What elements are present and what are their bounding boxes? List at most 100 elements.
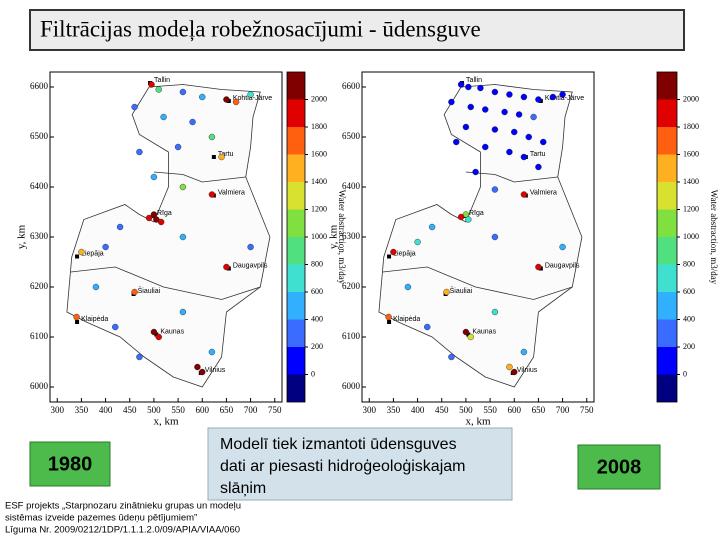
city-label: Vilnius xyxy=(517,367,538,374)
y-tick-label: 6600 xyxy=(342,81,361,91)
colorbar-tick-label: 200 xyxy=(683,342,695,351)
y-tick-label: 6400 xyxy=(342,181,361,191)
city-label: Rīga xyxy=(157,210,172,217)
city-label: Kohtla-Järve xyxy=(545,95,584,102)
colorbar-label: Water abstraction, m3/day xyxy=(337,190,347,285)
city-label: Šiauliai xyxy=(450,286,473,295)
well-point xyxy=(559,243,566,251)
x-tick-label: 400 xyxy=(411,405,425,415)
colorbar-band xyxy=(657,374,677,402)
country-border xyxy=(70,266,261,300)
y-tick-label: 6300 xyxy=(342,231,361,241)
city-label: Klaipėda xyxy=(81,316,108,323)
well-point xyxy=(535,96,542,103)
well-point xyxy=(404,283,412,291)
well-point xyxy=(232,98,240,106)
well-point xyxy=(145,214,153,222)
well-point xyxy=(390,248,397,256)
colorbar-band xyxy=(287,209,305,237)
city-marker xyxy=(211,155,216,159)
y-tick-label: 6000 xyxy=(30,381,49,391)
caption-box xyxy=(207,427,513,501)
well-point xyxy=(73,313,80,321)
well-point xyxy=(491,88,499,96)
well-point xyxy=(150,173,158,181)
well-point xyxy=(189,118,196,126)
country-border xyxy=(382,266,573,300)
city-label: Rīga xyxy=(469,210,484,217)
footer-line: sistēmas izveide pazemes ūdeņu pētījumie… xyxy=(5,513,197,524)
city-label: Kohtla-Järve xyxy=(233,95,272,102)
year-label: 2008 xyxy=(597,456,642,478)
colorbar-tick-label: 1200 xyxy=(311,204,327,213)
well-point xyxy=(506,363,513,371)
well-point xyxy=(102,243,109,251)
well-point xyxy=(511,368,518,376)
x-tick-label: 650 xyxy=(532,405,546,415)
well-point xyxy=(223,96,230,103)
well-point xyxy=(131,288,138,296)
map-outline xyxy=(378,84,583,388)
city-label: Kaunas xyxy=(160,328,184,335)
title-box xyxy=(29,9,685,51)
colorbar-band xyxy=(287,154,305,182)
city-marker xyxy=(75,320,80,324)
well-point xyxy=(506,148,513,156)
well-point xyxy=(520,93,528,101)
colorbar-tick-label: 1400 xyxy=(311,177,327,186)
title: Filtrācijas modeļa robežnosacījumi - ūde… xyxy=(40,16,481,42)
city-label: Šiauliai xyxy=(138,286,161,295)
colorbar-band xyxy=(657,347,677,375)
city-label: Vilnius xyxy=(205,367,226,374)
well-point xyxy=(467,103,474,111)
colorbar-band xyxy=(657,182,677,210)
well-point xyxy=(247,243,254,251)
well-point xyxy=(150,328,158,336)
well-point xyxy=(92,283,100,291)
colorbar-tick-label: 0 xyxy=(311,369,315,378)
well-point xyxy=(385,313,392,321)
well-point xyxy=(414,238,421,246)
caption-line: dati ar piesasti hidroģeoloģiskajam xyxy=(220,457,465,475)
colorbar-band xyxy=(287,237,305,265)
well-point xyxy=(208,191,216,198)
city-label: Kaunas xyxy=(472,328,496,335)
y-axis-label: y, km xyxy=(328,224,340,249)
caption-line: Modelī tiek izmantoti ūdensguves xyxy=(220,436,457,453)
well-point xyxy=(491,186,499,193)
colorbar-tick-label: 1000 xyxy=(683,232,699,241)
y-tick-label: 6000 xyxy=(342,381,361,391)
well-point xyxy=(559,91,566,98)
map-outline xyxy=(66,84,271,388)
colorbar-tick-label: 2000 xyxy=(683,94,699,103)
well-point xyxy=(453,138,460,146)
colorbar-tick-label: 1800 xyxy=(311,122,327,131)
colorbar-band xyxy=(287,292,305,320)
colorbar-tick-label: 800 xyxy=(683,259,695,268)
well-point xyxy=(148,81,155,88)
city-label: Valmiera xyxy=(218,189,245,196)
city-label: Tartu xyxy=(218,151,234,158)
well-point xyxy=(443,288,450,296)
well-point xyxy=(136,148,143,156)
city-marker xyxy=(154,332,159,337)
well-point xyxy=(501,108,508,116)
colorbar-tick-label: 800 xyxy=(311,259,323,268)
colorbar-tick-label: 2000 xyxy=(311,94,327,103)
x-tick-label: 750 xyxy=(268,405,282,415)
well-point xyxy=(223,263,230,271)
colorbar-band xyxy=(287,319,305,347)
colorbar-band xyxy=(287,347,305,375)
well-point xyxy=(155,86,162,93)
well-point xyxy=(477,84,484,92)
x-tick-label: 600 xyxy=(508,405,522,415)
well-point xyxy=(482,143,489,151)
well-point xyxy=(179,88,187,96)
colorbar-band xyxy=(657,237,677,265)
city-label: Klaipėda xyxy=(393,316,420,323)
well-point xyxy=(491,126,499,133)
colorbar-tick-label: 1800 xyxy=(683,122,699,131)
well-point xyxy=(515,111,523,118)
colorbar-band xyxy=(657,72,677,100)
well-point xyxy=(208,348,216,356)
